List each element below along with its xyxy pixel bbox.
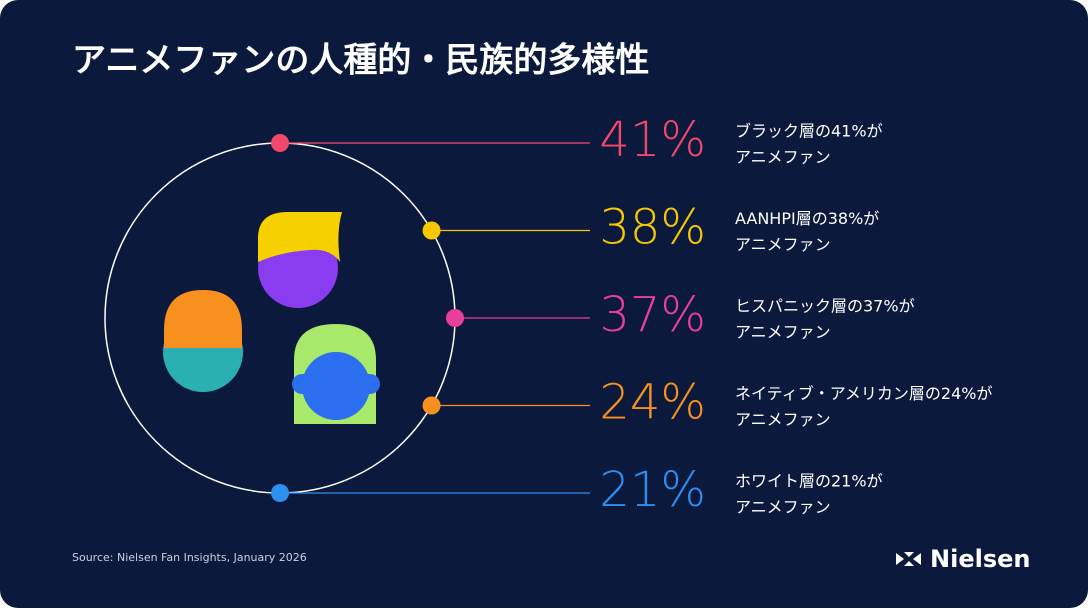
label-line1: ブラック層の41%が [735, 122, 883, 141]
dot [271, 134, 289, 152]
label-line2: アニメファン [735, 410, 831, 429]
percent: 38% [599, 200, 706, 256]
label-line2: アニメファン [735, 235, 831, 254]
label-line1: ホワイト層の21%が [735, 472, 883, 491]
hair-yellow [258, 212, 342, 262]
title: アニメファンの人種的・民族的多様性 [72, 41, 649, 81]
dot [271, 484, 289, 502]
label-line2: アニメファン [735, 498, 831, 517]
percent: 21% [599, 462, 706, 518]
label-line2: アニメファン [735, 148, 831, 167]
percent: 24% [599, 375, 706, 431]
hat-orange [164, 290, 242, 348]
logo-mark [896, 552, 921, 566]
dot [422, 221, 441, 240]
label-line2: アニメファン [735, 323, 831, 342]
faces [163, 212, 380, 424]
percent: 37% [599, 287, 706, 343]
dot [446, 309, 464, 327]
label-line1: ネイティブ・アメリカン層の24%が [735, 384, 992, 403]
logo: Nielsen [930, 545, 1030, 573]
source: Source: Nielsen Fan Insights, January 20… [72, 551, 307, 564]
label-line1: AANHPI層の38%が [735, 209, 879, 228]
percent: 41% [599, 112, 706, 168]
band-blue [292, 374, 380, 394]
label-line1: ヒスパニック層の37%が [735, 297, 915, 316]
dot [422, 396, 441, 415]
